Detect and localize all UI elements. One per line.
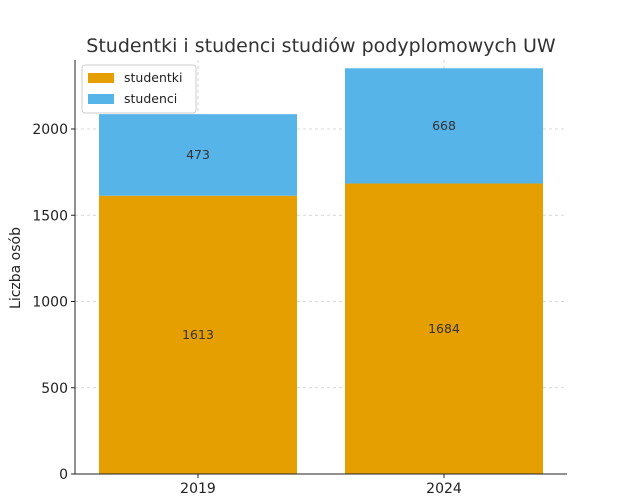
legend-label: studentki — [124, 70, 183, 85]
legend-swatch-studenci — [88, 94, 114, 104]
x-tick-label: 2019 — [180, 481, 216, 497]
bar-value-label: 473 — [186, 147, 210, 162]
bar-value-label: 668 — [432, 118, 456, 133]
y-tick-label: 0 — [59, 467, 68, 483]
y-tick-label: 1500 — [32, 208, 68, 224]
legend-label: studenci — [124, 91, 177, 106]
y-axis-label: Liczba osób — [8, 227, 24, 309]
bar-studentki-2019 — [98, 195, 298, 474]
y-tick-label: 1000 — [32, 295, 68, 311]
legend: studentki studenci — [81, 64, 197, 114]
bar-studenci-2019 — [98, 114, 298, 196]
y-tick-label: 2000 — [32, 122, 68, 138]
bar-studentki-2024 — [344, 183, 544, 474]
chart-title: Studentki i studenci studiów podyplomowy… — [86, 35, 556, 57]
bar-value-label: 1684 — [428, 321, 460, 336]
legend-swatch-studentki — [88, 73, 114, 83]
axes: 0 500 1000 1500 2000 2019 2024 — [32, 60, 567, 497]
y-tick-label: 500 — [41, 381, 68, 397]
x-tick-label: 2024 — [426, 481, 462, 497]
bar-studenci-2024 — [344, 68, 544, 184]
bar-value-label: 1613 — [182, 327, 214, 342]
bars: 1613 473 1684 668 — [98, 68, 544, 474]
